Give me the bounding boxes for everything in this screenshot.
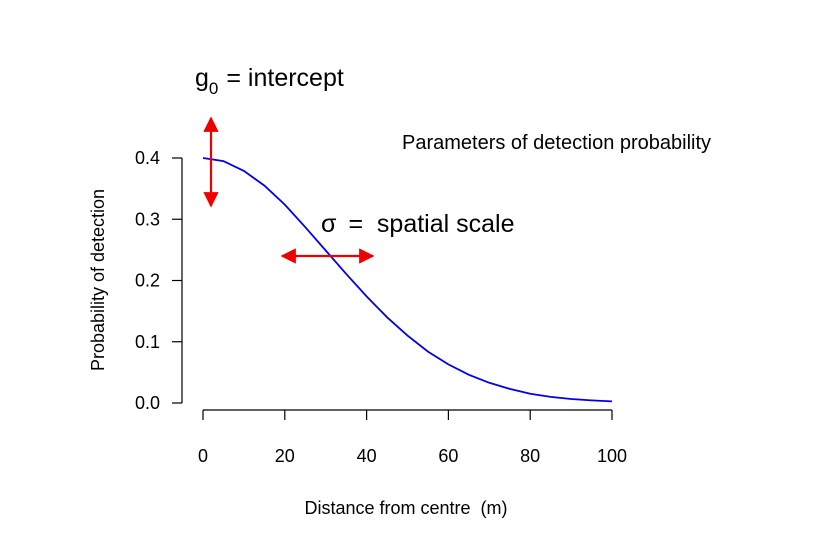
- g0-text: = intercept: [226, 64, 343, 92]
- sigma-symbol: σ: [321, 210, 337, 238]
- x-tick-label: 40: [357, 446, 377, 466]
- y-tick-label: 0.2: [135, 271, 160, 291]
- sigma-annotation: σ = spatial scale: [321, 210, 515, 238]
- y-axis-title: Probability of detection: [88, 189, 108, 371]
- x-axis-title: Distance from centre (m): [304, 498, 507, 518]
- sigma-text: = spatial scale: [348, 210, 514, 238]
- x-tick-label: 80: [520, 446, 540, 466]
- y-tick-label: 0.0: [135, 393, 160, 413]
- x-tick-label: 0: [198, 446, 208, 466]
- y-tick-label: 0.1: [135, 332, 160, 352]
- y-tick-label: 0.3: [135, 209, 160, 229]
- g0-annotation: g0 = intercept: [195, 64, 344, 98]
- g0-symbol: g: [195, 64, 209, 92]
- y-axis-ticks: 0.0 0.1 0.2 0.3 0.4: [135, 148, 182, 413]
- series-line: [202, 157, 613, 403]
- x-tick-label: 20: [275, 446, 295, 466]
- x-tick-label: 100: [597, 446, 627, 466]
- x-tick-label: 60: [438, 446, 458, 466]
- g0-subscript: 0: [209, 79, 218, 98]
- heading-annotation: Parameters of detection probability: [402, 132, 711, 154]
- y-tick-label: 0.4: [135, 148, 160, 168]
- x-axis-ticks: 0 20 40 60 80 100: [198, 410, 627, 466]
